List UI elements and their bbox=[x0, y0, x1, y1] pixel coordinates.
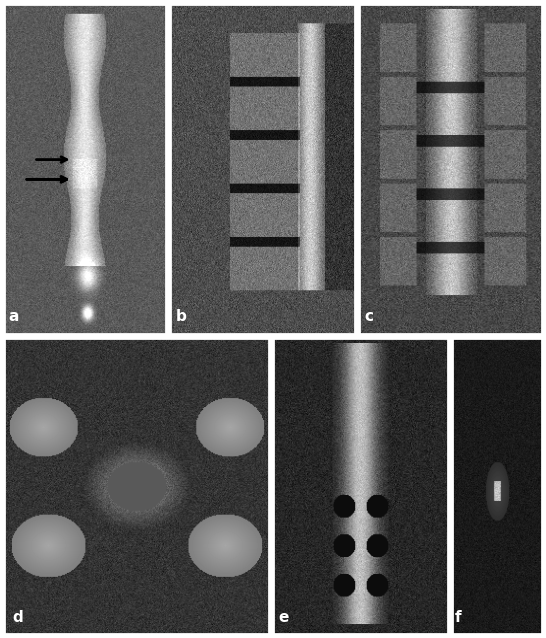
Text: d: d bbox=[12, 610, 23, 625]
Text: c: c bbox=[365, 309, 373, 324]
Text: e: e bbox=[278, 610, 289, 625]
Text: b: b bbox=[176, 309, 186, 324]
Text: f: f bbox=[455, 610, 461, 625]
Text: a: a bbox=[9, 309, 19, 324]
